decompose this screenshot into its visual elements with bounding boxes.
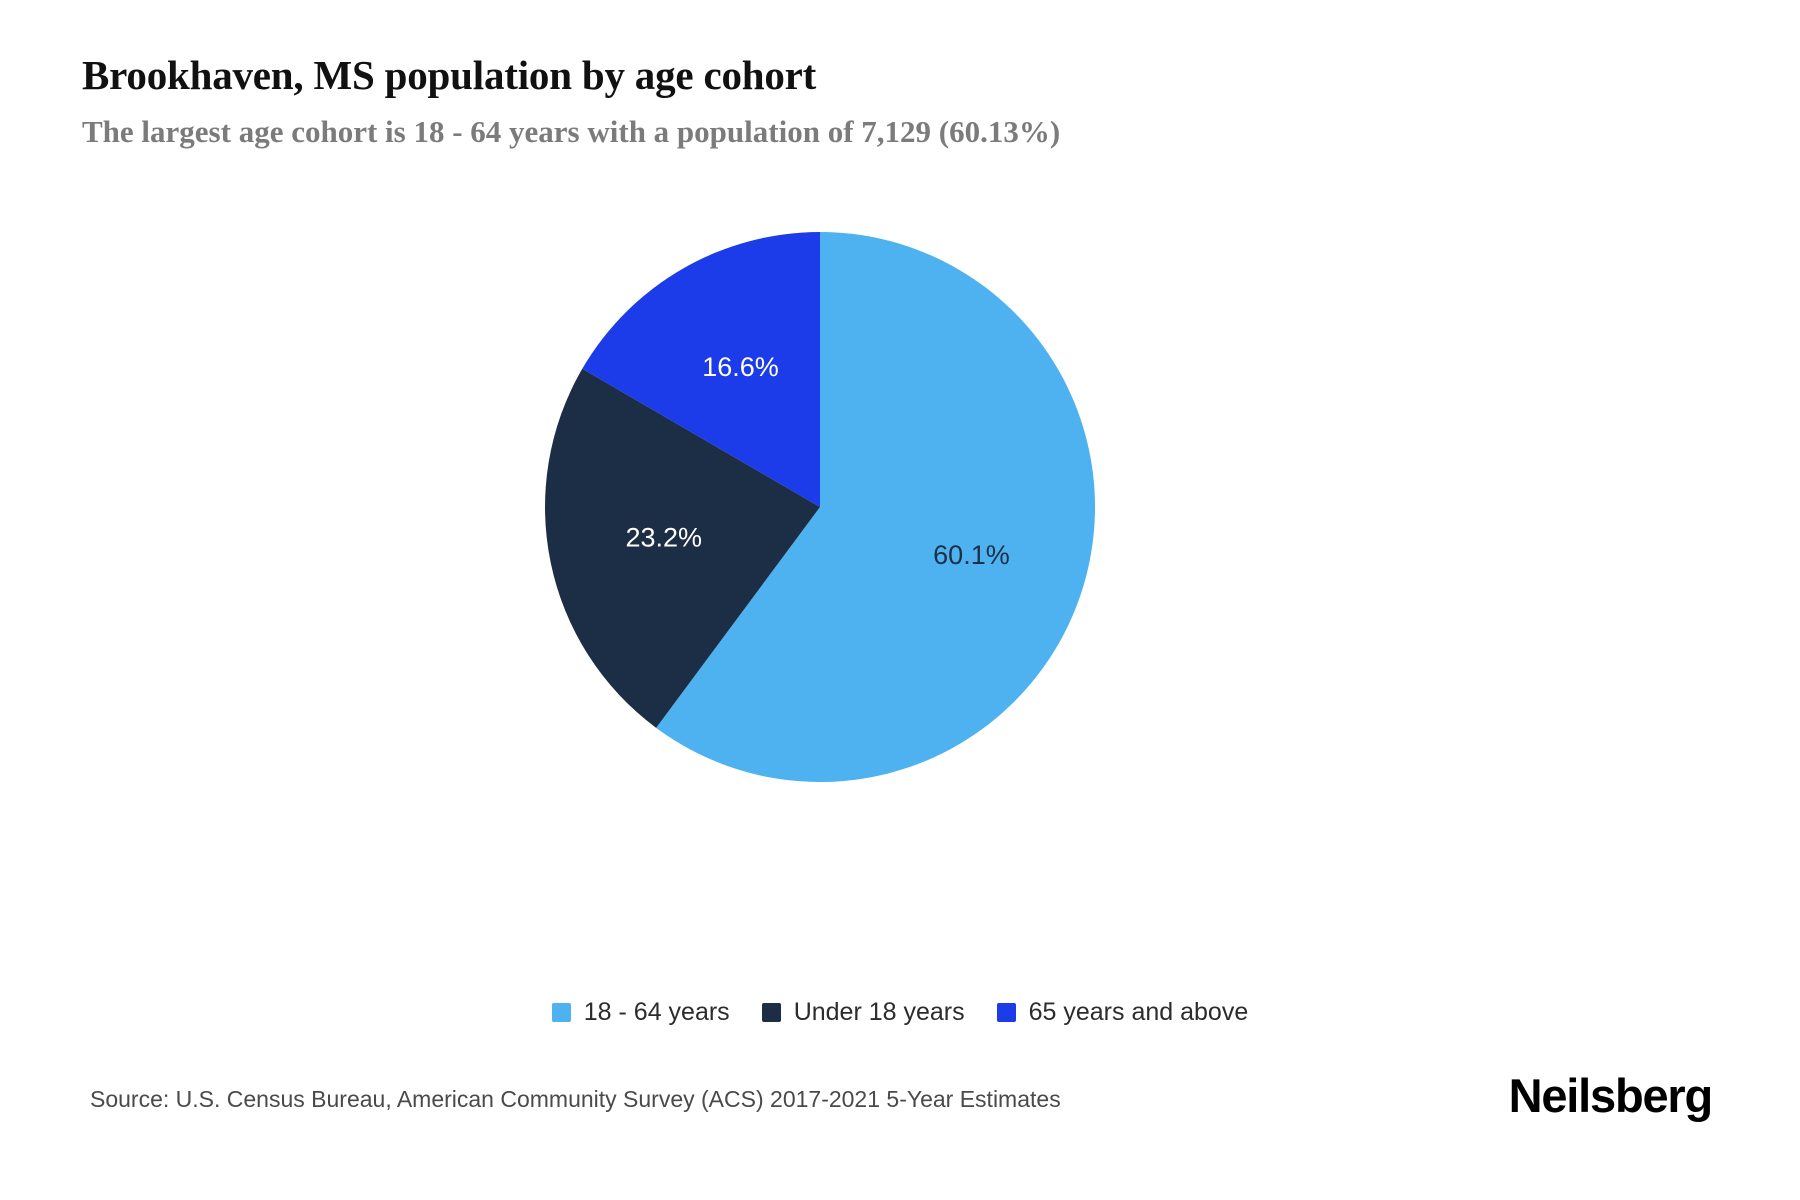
pie-chart-plot-area: 60.1% 23.2% 16.6% <box>0 190 1800 850</box>
legend-swatch-icon <box>761 1003 781 1022</box>
chart-legend: 18 - 64 years Under 18 years 65 years an… <box>0 998 1800 1027</box>
legend-item-label: 18 - 64 years <box>583 998 730 1026</box>
pie-slice-label-18-64-years: 60.1% <box>933 540 1010 570</box>
legend-swatch-icon <box>996 1003 1016 1022</box>
pie-chart-svg: 60.1% 23.2% 16.6% <box>545 232 1095 782</box>
pie-slice-18-64-years[interactable] <box>656 232 1095 782</box>
neilsberg-logo: Neilsberg <box>1508 1069 1714 1122</box>
pie-slice-label-under-18-years: 23.2% <box>625 522 702 552</box>
pie-slice-label-65-years-and-above: 16.6% <box>702 352 779 382</box>
source-attribution: Source: U.S. Census Bureau, American Com… <box>90 1086 1061 1112</box>
legend-swatch-icon <box>551 1003 571 1022</box>
chart-subtitle: The largest age cohort is 18 - 64 years … <box>82 114 1061 150</box>
pie-slices-group <box>545 232 1095 782</box>
legend-item-under-18-years[interactable]: Under 18 years <box>761 998 965 1027</box>
legend-item-65-years-and-above[interactable]: 65 years and above <box>996 998 1249 1027</box>
chart-header: Brookhaven, MS population by age cohort … <box>82 52 1682 150</box>
pie-slice-labels-group: 60.1% 23.2% 16.6% <box>625 352 1009 570</box>
pie-slice-under-18-years[interactable] <box>545 368 820 728</box>
legend-item-18-64-years[interactable]: 18 - 64 years <box>551 998 730 1027</box>
chart-footer: Source: U.S. Census Bureau, American Com… <box>0 1068 1800 1148</box>
legend-item-label: Under 18 years <box>793 998 965 1026</box>
page-title: Brookhaven, MS population by age cohort <box>82 52 817 98</box>
legend-item-label: 65 years and above <box>1028 998 1249 1026</box>
pie-slice-65-years-and-above[interactable] <box>582 232 820 507</box>
